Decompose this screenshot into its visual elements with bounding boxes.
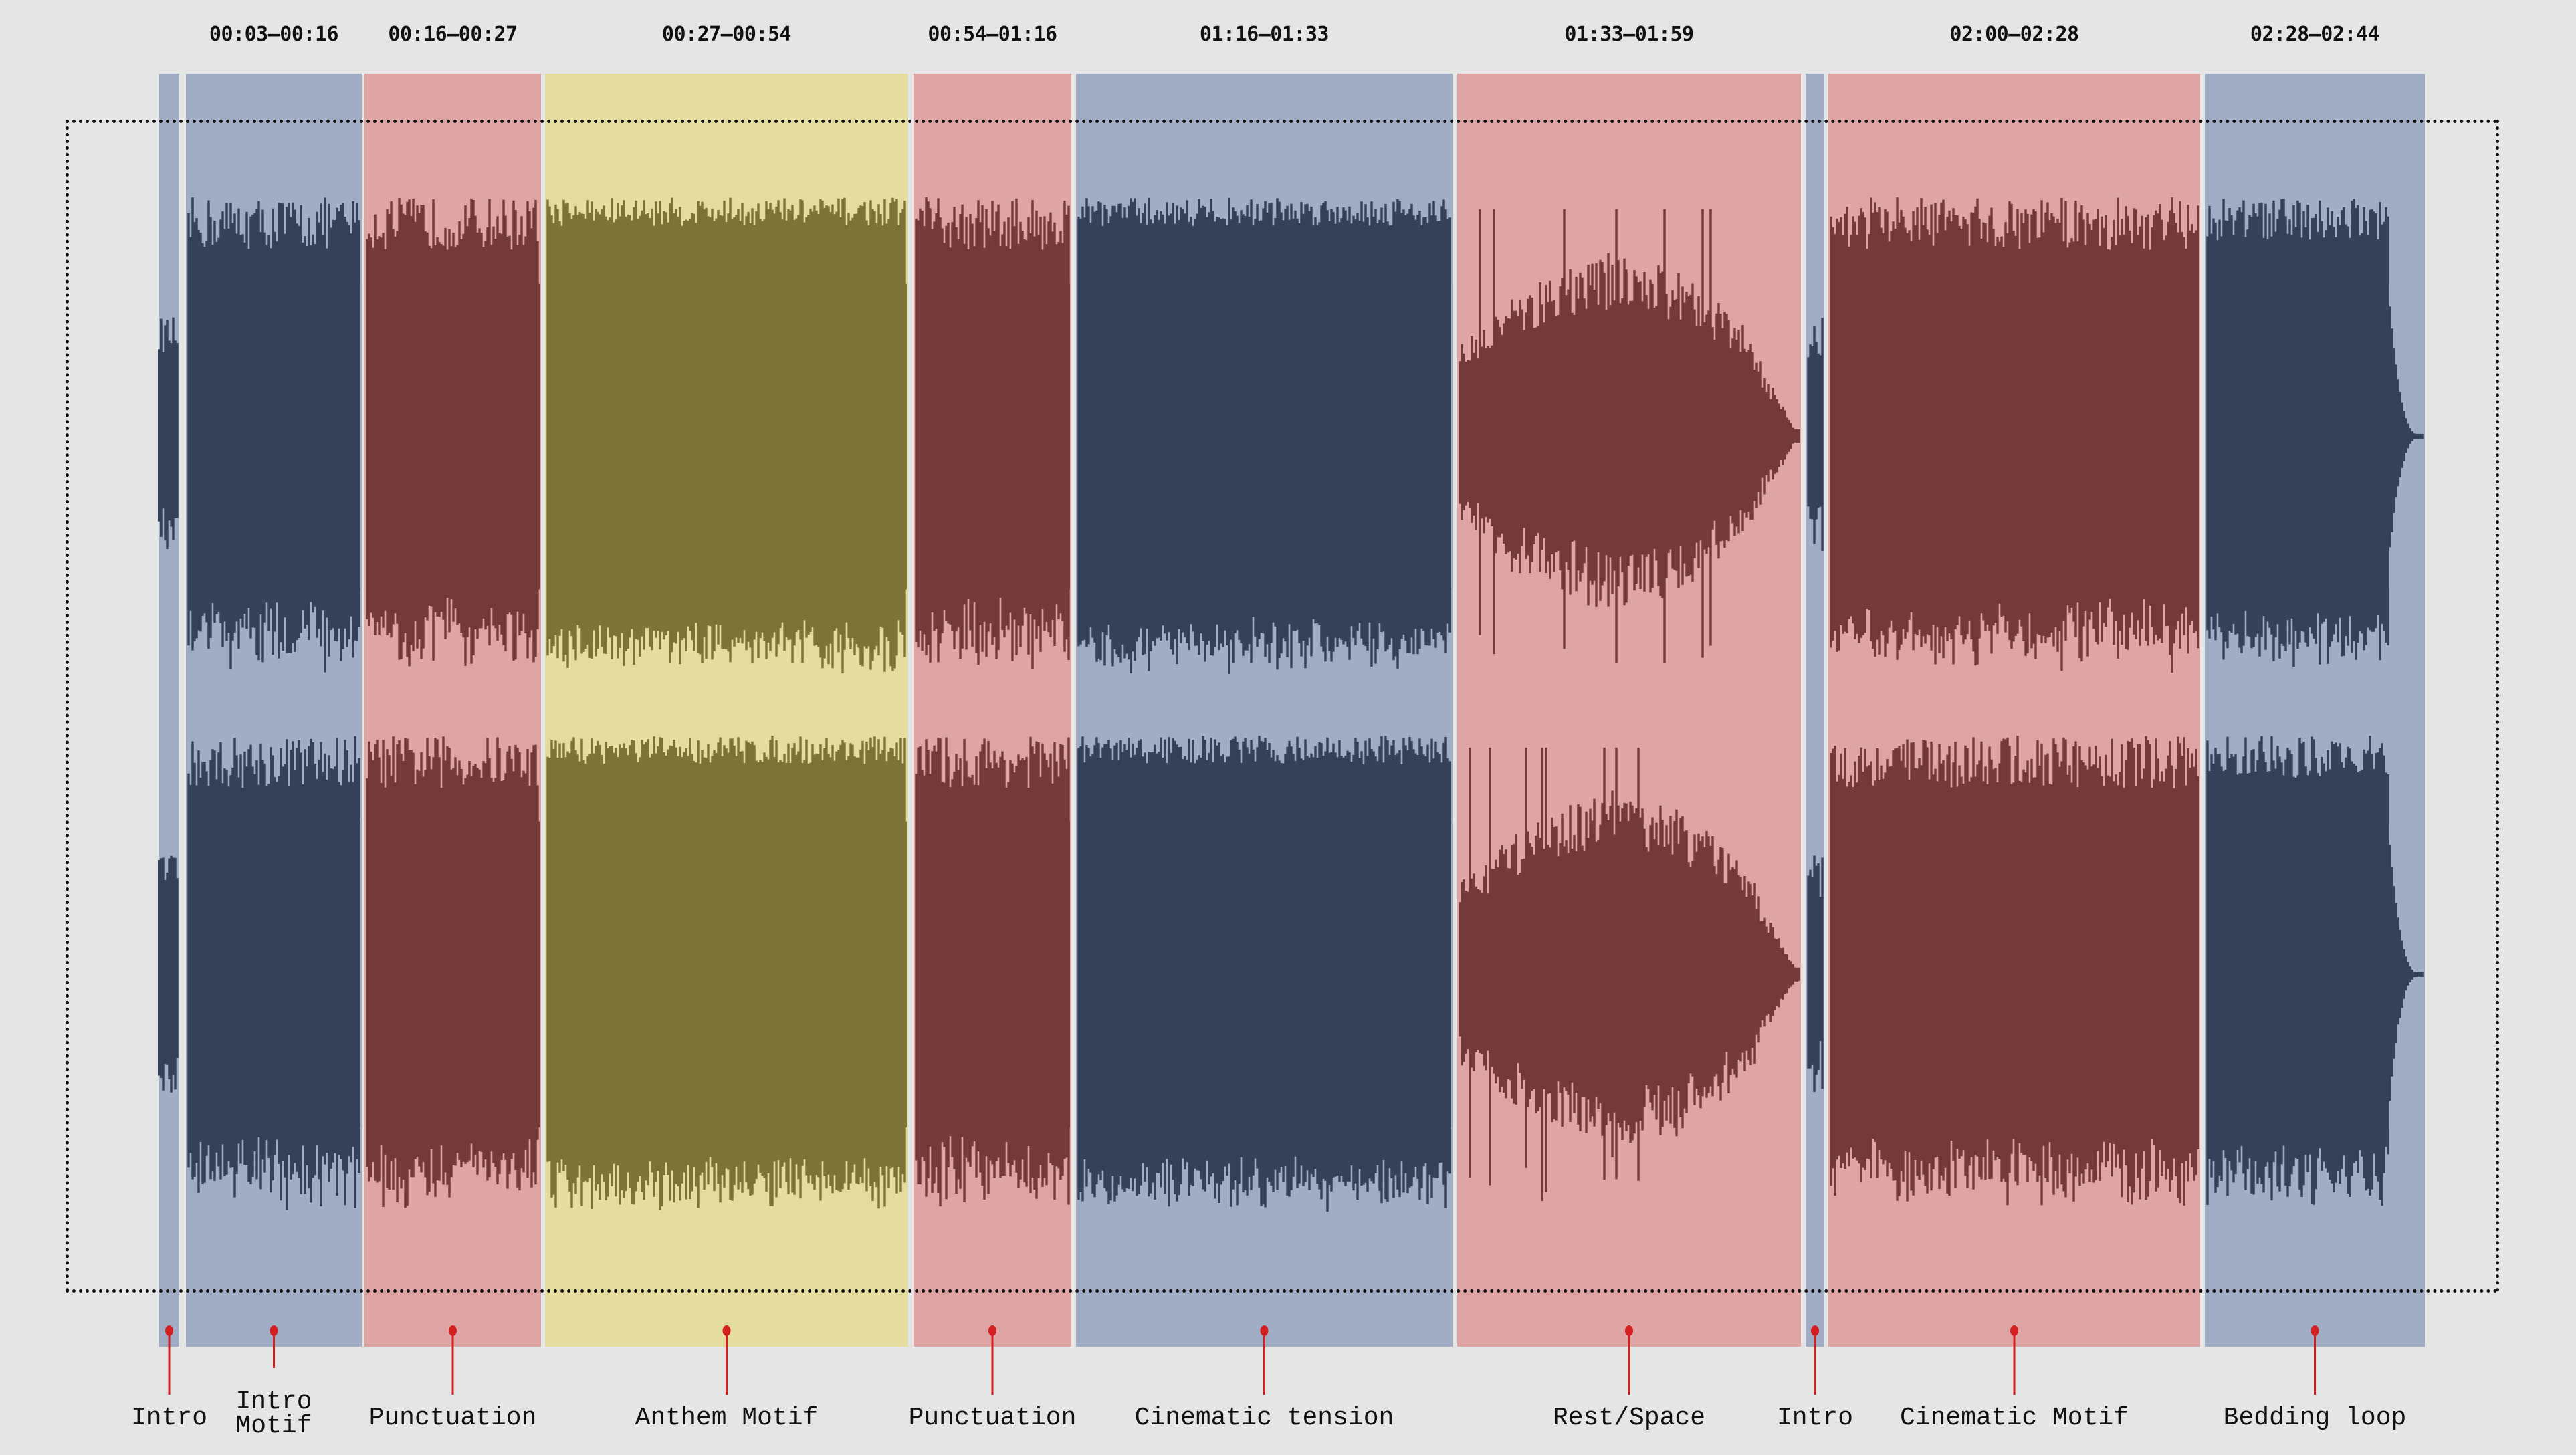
waveform-core <box>1079 283 1451 590</box>
waveform-core <box>916 821 1070 1128</box>
marker-dot <box>449 1325 457 1336</box>
section-block[interactable] <box>159 74 179 1347</box>
marker-dot <box>988 1325 996 1336</box>
waveform-core <box>916 283 1070 590</box>
waveform-core <box>189 821 360 1128</box>
section-label: Anthem Motif <box>635 1404 819 1432</box>
marker-dot <box>2311 1325 2319 1336</box>
waveform-core <box>2208 283 2389 590</box>
time-range-label: 01:16–01:33 <box>1199 23 1329 46</box>
time-range-label: 00:54–01:16 <box>928 23 1057 46</box>
marker-dot <box>1625 1325 1633 1336</box>
section-label: Intro <box>1776 1404 1854 1432</box>
section-label: Cinematic tension <box>1134 1404 1394 1432</box>
time-range-label: 02:00–02:28 <box>1949 23 2079 46</box>
marker-dot <box>270 1325 278 1336</box>
marker-dot <box>2010 1325 2018 1336</box>
marker-dot <box>1260 1325 1269 1336</box>
waveform-channel <box>1459 747 1800 1201</box>
waveform-channel <box>1807 318 1824 551</box>
time-range-label: 00:16–00:27 <box>388 23 518 46</box>
waveform-core <box>1831 283 2199 590</box>
section-label: Intro <box>130 1404 208 1432</box>
time-range-label: 01:33–01:59 <box>1564 23 1694 46</box>
section-label: Cinematic Motif <box>1899 1404 2129 1432</box>
waveform-core <box>2208 821 2389 1128</box>
section-block[interactable] <box>1457 74 1801 1347</box>
section-label: Bedding loop <box>2223 1404 2407 1432</box>
marker-dot <box>1811 1325 1819 1336</box>
waveform-channel <box>1807 855 1824 1092</box>
time-range-label: 02:28–02:44 <box>2250 23 2380 46</box>
waveform-core <box>1079 821 1451 1128</box>
waveform-core <box>1831 821 2199 1128</box>
waveform-core <box>367 283 540 590</box>
waveform-core <box>548 821 907 1128</box>
section-label: Punctuation <box>368 1404 537 1432</box>
waveform-channel <box>158 855 179 1093</box>
waveform-core <box>548 283 907 590</box>
section-label: Rest/Space <box>1552 1404 1706 1432</box>
time-range-label: 00:03–00:16 <box>209 23 339 46</box>
waveform-core <box>367 821 540 1128</box>
marker-dot <box>165 1325 173 1336</box>
section-block[interactable] <box>1806 74 1824 1347</box>
waveform-channel <box>1459 209 1800 663</box>
time-range-label: 00:27–00:54 <box>661 23 792 46</box>
waveform-core <box>189 283 360 590</box>
marker-dot <box>722 1325 731 1336</box>
waveform-channel <box>158 317 179 549</box>
section-label: Punctuation <box>908 1404 1077 1432</box>
section-label: Intro Motif <box>235 1387 312 1440</box>
